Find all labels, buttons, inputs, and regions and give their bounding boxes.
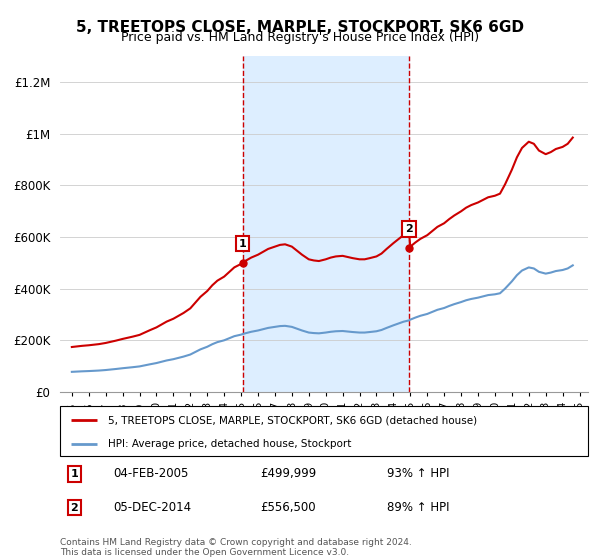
Bar (242, 56, 409, 392)
Text: 5, TREETOPS CLOSE, MARPLE, STOCKPORT, SK6 6GD (detached house): 5, TREETOPS CLOSE, MARPLE, STOCKPORT, SK… (107, 415, 476, 425)
Text: £556,500: £556,500 (260, 501, 316, 514)
Text: £499,999: £499,999 (260, 468, 317, 480)
FancyBboxPatch shape (60, 406, 588, 456)
Text: 1: 1 (71, 469, 79, 479)
Text: 2: 2 (405, 224, 413, 234)
Text: Contains HM Land Registry data © Crown copyright and database right 2024.
This d: Contains HM Land Registry data © Crown c… (60, 538, 412, 557)
Text: 5, TREETOPS CLOSE, MARPLE, STOCKPORT, SK6 6GD: 5, TREETOPS CLOSE, MARPLE, STOCKPORT, SK… (76, 20, 524, 35)
Text: 1: 1 (239, 239, 247, 249)
Text: Price paid vs. HM Land Registry's House Price Index (HPI): Price paid vs. HM Land Registry's House … (121, 31, 479, 44)
Text: HPI: Average price, detached house, Stockport: HPI: Average price, detached house, Stoc… (107, 439, 351, 449)
Text: 04-FEB-2005: 04-FEB-2005 (113, 468, 188, 480)
Text: 89% ↑ HPI: 89% ↑ HPI (388, 501, 450, 514)
Text: 93% ↑ HPI: 93% ↑ HPI (388, 468, 450, 480)
Text: 05-DEC-2014: 05-DEC-2014 (113, 501, 191, 514)
Text: 2: 2 (71, 502, 79, 512)
